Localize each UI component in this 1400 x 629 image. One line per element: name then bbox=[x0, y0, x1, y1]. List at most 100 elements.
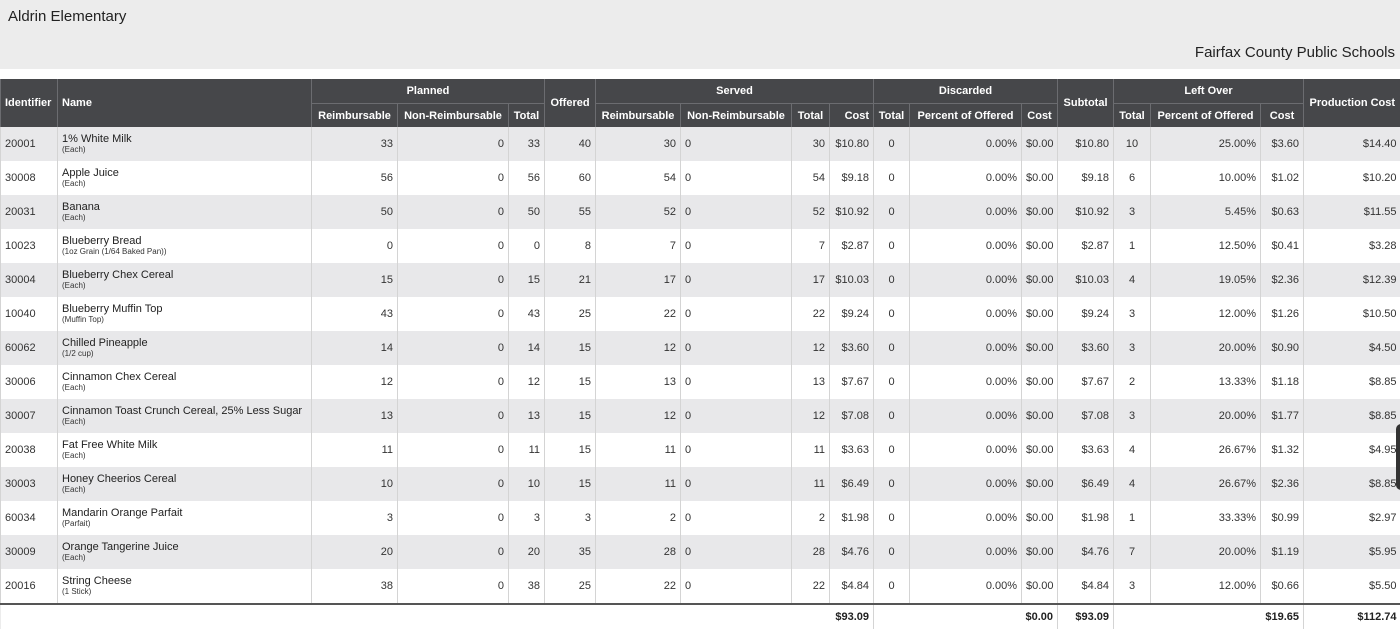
cell-left-over-total: 3 bbox=[1113, 297, 1151, 331]
cell-discarded-total: 0 bbox=[873, 263, 910, 297]
cell-served-total: 13 bbox=[791, 365, 830, 399]
cell-subtotal: $10.92 bbox=[1057, 195, 1114, 229]
school-name: Aldrin Elementary bbox=[8, 8, 127, 25]
table-row: 30003 Honey Cheerios Cereal (Each) 10 0 10 15 1… bbox=[0, 467, 1400, 501]
cell-planned-non-reimbursable: 0 bbox=[397, 229, 509, 263]
cell-offered: 55 bbox=[544, 195, 596, 229]
cell-served-total: 11 bbox=[791, 467, 830, 501]
item-unit: (Each) bbox=[62, 213, 86, 222]
table-row: 20038 Fat Free White Milk (Each) 11 0 11 15 11 0… bbox=[0, 433, 1400, 467]
col-offered: Offered bbox=[544, 79, 596, 127]
cell-left-over-total: 7 bbox=[1113, 535, 1151, 569]
cell-served-reimbursable: 28 bbox=[595, 535, 681, 569]
cell-planned-non-reimbursable: 0 bbox=[397, 127, 509, 161]
col-served-total: Total bbox=[791, 103, 830, 127]
cell-left-over-percent: 33.33% bbox=[1150, 501, 1261, 535]
cell-subtotal: $7.08 bbox=[1057, 399, 1114, 433]
cell-offered: 3 bbox=[544, 501, 596, 535]
total-production-cost: $112.74 bbox=[1303, 603, 1400, 629]
cell-discarded-total: 0 bbox=[873, 569, 910, 604]
cell-production-cost: $3.28 bbox=[1303, 229, 1400, 263]
table-row: 30004 Blueberry Chex Cereal (Each) 15 0 15 21 1… bbox=[0, 263, 1400, 297]
col-left-over-total: Total bbox=[1113, 103, 1151, 127]
cell-subtotal: $10.03 bbox=[1057, 263, 1114, 297]
cell-name: Cinnamon Chex Cereal (Each) bbox=[57, 365, 312, 399]
item-name: Banana bbox=[62, 201, 100, 213]
cell-planned-total: 11 bbox=[508, 433, 545, 467]
cell-left-over-total: 10 bbox=[1113, 127, 1151, 161]
cell-served-cost: $1.98 bbox=[828, 501, 874, 535]
cell-subtotal: $4.76 bbox=[1057, 535, 1114, 569]
cell-discarded-percent: 0.00% bbox=[909, 161, 1022, 195]
cell-discarded-total: 0 bbox=[873, 433, 910, 467]
item-unit: (Muffin Top) bbox=[62, 315, 104, 324]
cell-left-over-total: 4 bbox=[1113, 433, 1151, 467]
cell-production-cost: $5.50 bbox=[1303, 569, 1400, 604]
cell-production-cost: $10.50 bbox=[1303, 297, 1400, 331]
item-name: Chilled Pineapple bbox=[62, 337, 148, 349]
item-unit: (Each) bbox=[62, 451, 86, 460]
cell-left-over-cost: $1.32 bbox=[1260, 433, 1304, 467]
table-row: 30006 Cinnamon Chex Cereal (Each) 12 0 12 15 13… bbox=[0, 365, 1400, 399]
cell-name: 1% White Milk (Each) bbox=[57, 127, 312, 161]
cell-production-cost: $2.97 bbox=[1303, 501, 1400, 535]
cell-left-over-cost: $0.41 bbox=[1260, 229, 1304, 263]
district-name: Fairfax County Public Schools bbox=[1194, 44, 1395, 61]
cell-left-over-total: 3 bbox=[1113, 399, 1151, 433]
cell-served-cost: $10.80 bbox=[828, 127, 874, 161]
total-left-over-cost: $19.65 bbox=[1113, 603, 1304, 629]
cell-served-total: 2 bbox=[791, 501, 830, 535]
cell-discarded-percent: 0.00% bbox=[909, 365, 1022, 399]
item-unit: (Each) bbox=[62, 179, 86, 188]
cell-left-over-percent: 5.45% bbox=[1150, 195, 1261, 229]
group-served: Served bbox=[594, 79, 874, 104]
cell-served-reimbursable: 54 bbox=[595, 161, 681, 195]
cell-left-over-percent: 10.00% bbox=[1150, 161, 1261, 195]
cell-served-reimbursable: 7 bbox=[595, 229, 681, 263]
cell-left-over-cost: $1.19 bbox=[1260, 535, 1304, 569]
cell-discarded-percent: 0.00% bbox=[909, 297, 1022, 331]
cell-offered: 21 bbox=[544, 263, 596, 297]
cell-planned-total: 56 bbox=[508, 161, 545, 195]
cell-discarded-cost: $0.00 bbox=[1021, 365, 1058, 399]
cell-served-total: 22 bbox=[791, 569, 830, 604]
cell-discarded-percent: 0.00% bbox=[909, 467, 1022, 501]
cell-offered: 8 bbox=[544, 229, 596, 263]
cell-subtotal: $10.80 bbox=[1057, 127, 1114, 161]
cell-discarded-percent: 0.00% bbox=[909, 127, 1022, 161]
table-row: 10023 Blueberry Bread (1oz Grain (1/64 Bak… bbox=[0, 229, 1400, 263]
cell-served-non-reimbursable: 0 bbox=[680, 535, 792, 569]
cell-left-over-percent: 26.67% bbox=[1150, 467, 1261, 501]
cell-identifier: 30009 bbox=[0, 535, 58, 569]
item-unit: (1 Stick) bbox=[62, 587, 92, 596]
cell-planned-total: 43 bbox=[508, 297, 545, 331]
cell-planned-total: 0 bbox=[508, 229, 545, 263]
cell-production-cost: $4.50 bbox=[1303, 331, 1400, 365]
cell-identifier: 30003 bbox=[0, 467, 58, 501]
cell-served-non-reimbursable: 0 bbox=[680, 569, 792, 604]
cell-planned-total: 33 bbox=[508, 127, 545, 161]
cell-discarded-total: 0 bbox=[873, 535, 910, 569]
cell-identifier: 30004 bbox=[0, 263, 58, 297]
cell-discarded-cost: $0.00 bbox=[1021, 161, 1058, 195]
cell-name: Orange Tangerine Juice (Each) bbox=[57, 535, 312, 569]
cell-left-over-cost: $1.77 bbox=[1260, 399, 1304, 433]
cell-served-reimbursable: 11 bbox=[595, 467, 681, 501]
cell-served-reimbursable: 12 bbox=[595, 331, 681, 365]
col-served-reimbursable: Reimbursable bbox=[595, 103, 681, 127]
cell-planned-non-reimbursable: 0 bbox=[397, 433, 509, 467]
cell-subtotal: $9.24 bbox=[1057, 297, 1114, 331]
cell-identifier: 10040 bbox=[0, 297, 58, 331]
cell-served-total: 54 bbox=[791, 161, 830, 195]
scroll-handle[interactable] bbox=[1396, 424, 1400, 490]
cell-left-over-percent: 12.00% bbox=[1150, 569, 1261, 604]
cell-served-non-reimbursable: 0 bbox=[680, 229, 792, 263]
cell-left-over-cost: $2.36 bbox=[1260, 467, 1304, 501]
cell-served-cost: $3.60 bbox=[828, 331, 874, 365]
item-unit: (Each) bbox=[62, 145, 86, 154]
cell-subtotal: $3.63 bbox=[1057, 433, 1114, 467]
item-name: 1% White Milk bbox=[62, 133, 132, 145]
cell-subtotal: $7.67 bbox=[1057, 365, 1114, 399]
item-name: Cinnamon Chex Cereal bbox=[62, 371, 177, 383]
group-left-over: Left Over bbox=[1113, 79, 1304, 104]
